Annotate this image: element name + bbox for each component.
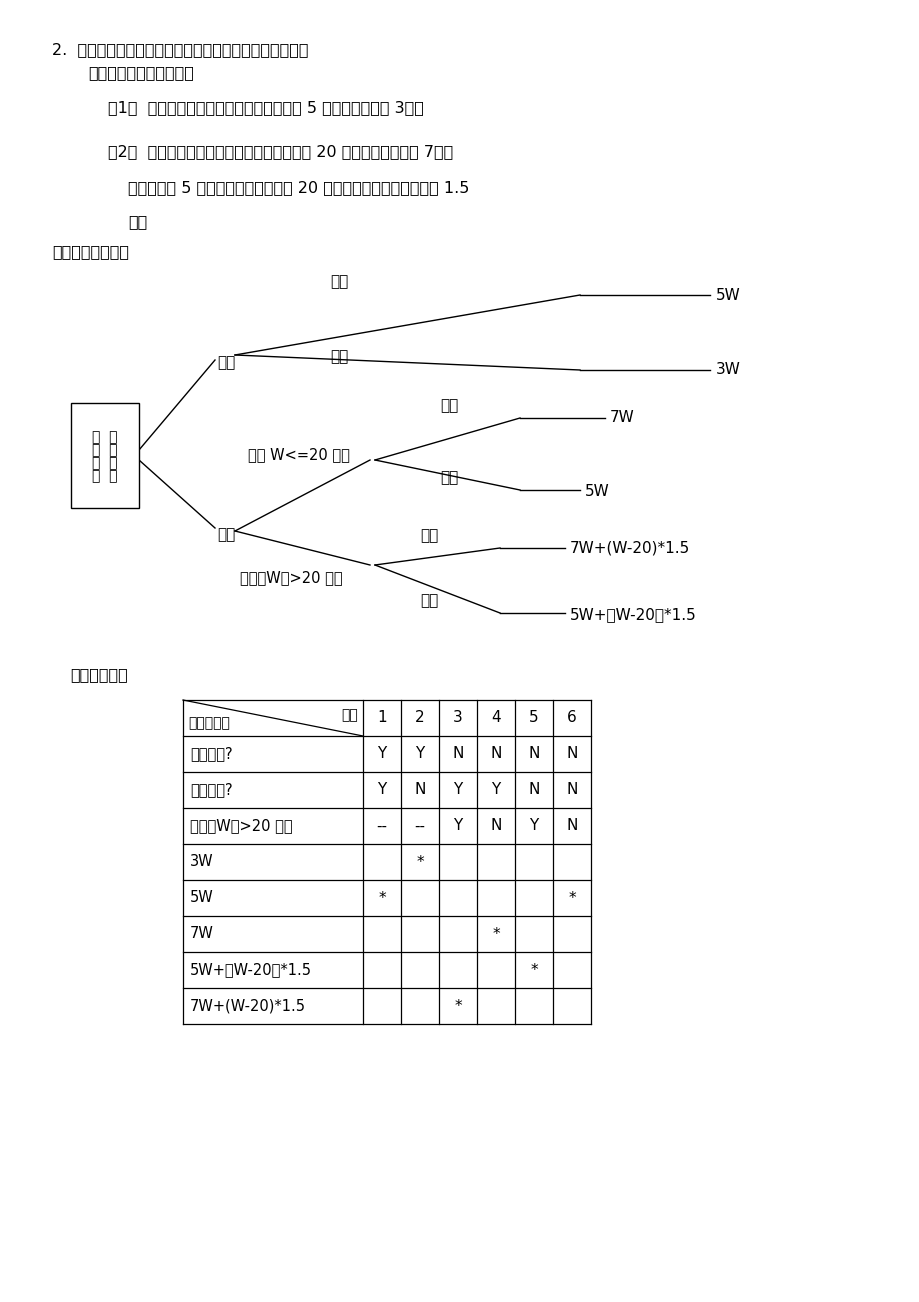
Text: *: * bbox=[454, 999, 461, 1013]
Text: Y: Y bbox=[453, 819, 462, 833]
Text: 5W: 5W bbox=[190, 891, 213, 905]
Text: Y: Y bbox=[414, 746, 425, 762]
Text: 省内: 省内 bbox=[217, 355, 235, 371]
Text: 鐵  路: 鐵 路 bbox=[92, 430, 118, 444]
Text: 3W: 3W bbox=[190, 854, 213, 870]
Text: 重量 W<=20 公斤: 重量 W<=20 公斤 bbox=[248, 448, 349, 462]
Text: N: N bbox=[452, 746, 463, 762]
Text: N: N bbox=[414, 783, 425, 798]
Text: 是否快件?: 是否快件? bbox=[190, 783, 233, 798]
Text: N: N bbox=[566, 783, 577, 798]
Text: --: -- bbox=[414, 819, 425, 833]
Text: 快件: 快件 bbox=[439, 398, 458, 414]
Text: 7W: 7W bbox=[609, 410, 634, 426]
Text: Y: Y bbox=[528, 819, 538, 833]
Text: 3W: 3W bbox=[715, 362, 740, 378]
Text: 5W: 5W bbox=[715, 288, 740, 302]
Text: N: N bbox=[490, 746, 501, 762]
Text: （1）  若收货地点在本省以内，快件每公斤 5 元，慢件每公斤 3元。: （1） 若收货地点在本省以内，快件每公斤 5 元，慢件每公斤 3元。 bbox=[108, 100, 424, 116]
Text: *: * bbox=[492, 927, 499, 941]
Text: 慢件每公斤 5 元；反之，若重量大于 20 公斤，超重部分每公斤加收 1.5: 慢件每公斤 5 元；反之，若重量大于 20 公斤，超重部分每公斤加收 1.5 bbox=[128, 181, 469, 195]
Text: 7W+(W-20)*1.5: 7W+(W-20)*1.5 bbox=[570, 540, 689, 556]
Text: 2: 2 bbox=[414, 711, 425, 725]
Text: Y: Y bbox=[453, 783, 462, 798]
Text: 5W: 5W bbox=[584, 484, 609, 500]
Text: 7W: 7W bbox=[190, 927, 213, 941]
Text: Y: Y bbox=[377, 746, 386, 762]
Text: 收  费: 收 费 bbox=[92, 456, 118, 470]
Text: 6: 6 bbox=[566, 711, 576, 725]
Text: N: N bbox=[566, 819, 577, 833]
Text: 4: 4 bbox=[491, 711, 500, 725]
Text: 快件: 快件 bbox=[420, 529, 437, 543]
Text: （2）  若收货地点在外省，且重量小于或等于 20 公斤，快件每公斤 7元，: （2） 若收货地点在外省，且重量小于或等于 20 公斤，快件每公斤 7元， bbox=[108, 145, 453, 160]
Text: 5: 5 bbox=[528, 711, 539, 725]
Text: 是否省内?: 是否省内? bbox=[190, 746, 233, 762]
Text: *: * bbox=[568, 891, 575, 905]
Text: 解：决策树如下：: 解：决策树如下： bbox=[52, 245, 129, 259]
Text: Y: Y bbox=[377, 783, 386, 798]
Text: 慢件: 慢件 bbox=[330, 349, 348, 365]
Text: *: * bbox=[378, 891, 385, 905]
Text: 2.  请将下列决策处理过程用以决策树及决策表表示出来。: 2. 请将下列决策处理过程用以决策树及决策表表示出来。 bbox=[52, 43, 308, 57]
Text: 慢件: 慢件 bbox=[439, 470, 458, 486]
Text: --: -- bbox=[376, 819, 387, 833]
Text: 1: 1 bbox=[377, 711, 386, 725]
Text: 标  准: 标 准 bbox=[92, 469, 118, 483]
Text: 5W+（W-20）*1.5: 5W+（W-20）*1.5 bbox=[190, 962, 312, 978]
Text: 货  运: 货 运 bbox=[92, 443, 118, 457]
Text: 省外: 省外 bbox=[217, 527, 235, 543]
Text: *: * bbox=[529, 962, 538, 978]
FancyBboxPatch shape bbox=[71, 402, 139, 508]
Text: 5W+（W-20）*1.5: 5W+（W-20）*1.5 bbox=[570, 608, 696, 622]
Text: Y: Y bbox=[491, 783, 500, 798]
Text: 重量（W）>20 公斤: 重量（W）>20 公斤 bbox=[240, 570, 342, 586]
Text: N: N bbox=[490, 819, 501, 833]
Text: N: N bbox=[528, 783, 539, 798]
Text: 元。: 元。 bbox=[128, 215, 147, 229]
Text: N: N bbox=[566, 746, 577, 762]
Text: 条件与方案: 条件与方案 bbox=[187, 716, 230, 730]
Text: 快件: 快件 bbox=[330, 275, 348, 289]
Text: 3: 3 bbox=[453, 711, 462, 725]
Text: 重量（W）>20 公斤: 重量（W）>20 公斤 bbox=[190, 819, 292, 833]
Text: 7W+(W-20)*1.5: 7W+(W-20)*1.5 bbox=[190, 999, 306, 1013]
Text: 组合: 组合 bbox=[341, 708, 357, 723]
Text: *: * bbox=[415, 854, 424, 870]
Text: N: N bbox=[528, 746, 539, 762]
Text: 慢件: 慢件 bbox=[420, 594, 437, 608]
Text: 决策表如下：: 决策表如下： bbox=[70, 668, 128, 682]
Text: 鐵路货运收费标准如下：: 鐵路货运收费标准如下： bbox=[88, 65, 194, 81]
